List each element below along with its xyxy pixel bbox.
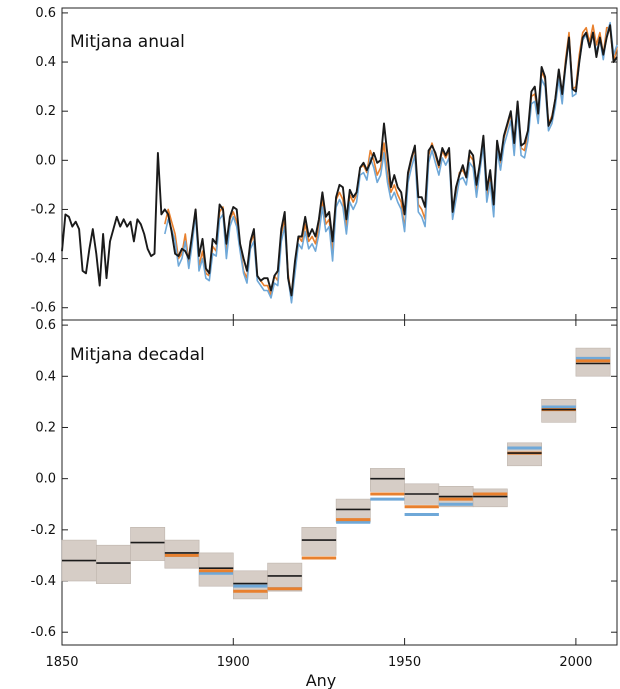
decadal-y-axis: -0.6 -0.4 -0.2 0.0 0.2 0.4 0.6 (31, 318, 617, 640)
x-tick-label: 1950 (388, 655, 421, 670)
decadal-plot-frame (61, 319, 618, 646)
y-tick-label: 0.4 (35, 55, 56, 70)
uncertainty-box (96, 544, 131, 584)
annual-plot-frame (61, 7, 618, 321)
series-1-line (61, 24, 618, 297)
y-tick-label: -0.2 (31, 202, 56, 217)
decadal-x-axis: 1850 1900 1950 2000 (45, 320, 592, 670)
y-tick-label: 0.0 (35, 472, 56, 487)
y-tick-label: 0.6 (35, 318, 56, 333)
annual-x-ticks (61, 314, 577, 320)
y-tick-label: -0.2 (31, 523, 56, 538)
uncertainty-box (267, 562, 303, 592)
decadal-mean-panel: Mitjana decadal -0.6 -0.4 -0.2 0.0 0.2 0.4 0.6… (31, 318, 618, 670)
annual-y-axis: -0.6 -0.4 -0.2 0.0 0.2 0.4 0.6 (31, 6, 617, 316)
x-axis-title: Any (306, 671, 337, 689)
x-tick-label: 1850 (45, 655, 78, 670)
decadal-bars (61, 347, 611, 600)
decadal-panel-title: Mitjana decadal (70, 345, 205, 365)
uncertainty-box (472, 488, 508, 508)
uncertainty-box (369, 468, 405, 492)
y-tick-label: 0.2 (35, 104, 56, 119)
annual-mean-panel: Mitjana anual -0.6 -0.4 -0.2 0.0 0.2 0.4 0.6 (31, 6, 618, 321)
y-tick-label: -0.6 (31, 301, 56, 316)
series-3-line (164, 21, 618, 304)
series-2-line (164, 24, 618, 299)
annual-series-lines (61, 21, 618, 304)
x-tick-label: 2000 (559, 655, 592, 670)
y-tick-label: -0.4 (31, 252, 56, 267)
x-tick-label: 1900 (217, 655, 250, 670)
uncertainty-box (301, 526, 337, 556)
y-tick-label: 0.4 (35, 369, 56, 384)
uncertainty-box (130, 526, 166, 561)
y-tick-label: 0.2 (35, 420, 56, 435)
y-tick-label: -0.6 (31, 625, 56, 640)
y-tick-label: 0.0 (35, 153, 56, 168)
y-tick-label: 0.6 (35, 6, 56, 21)
y-tick-label: -0.4 (31, 574, 56, 589)
annual-panel-title: Mitjana anual (70, 32, 185, 52)
